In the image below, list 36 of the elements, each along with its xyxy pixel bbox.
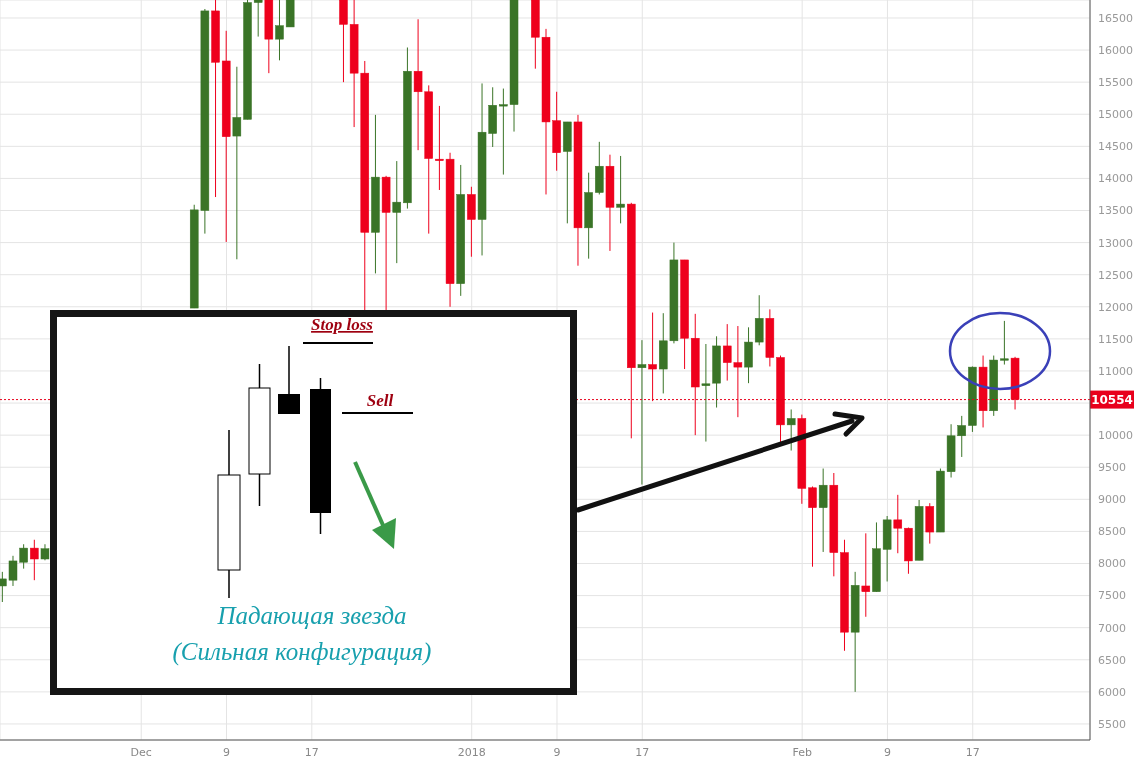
y-tick-label: 8000 (1098, 557, 1126, 571)
y-tick-label: 12000 (1098, 300, 1133, 314)
y-tick-label: 12500 (1098, 268, 1133, 282)
x-tick-label: Dec (130, 745, 152, 758)
y-tick-label: 13000 (1098, 236, 1133, 250)
x-tick-label: 9 (553, 745, 561, 758)
y-tick-label: 16000 (1098, 43, 1133, 57)
y-tick-label: 7500 (1098, 589, 1126, 603)
x-tick-label: 9 (223, 745, 231, 758)
x-tick-label: 2018 (457, 745, 486, 758)
x-tick-label: 17 (965, 745, 980, 758)
y-tick-label: 5500 (1098, 717, 1126, 731)
y-tick-label: 14500 (1098, 140, 1133, 154)
annotation: Sell (366, 391, 394, 410)
y-tick-label: 11500 (1098, 332, 1133, 346)
y-tick-label: 7000 (1098, 621, 1126, 635)
annotation: Stop loss (311, 315, 374, 334)
annotation: Падающая звезда (216, 602, 407, 629)
y-tick-label: 6500 (1098, 653, 1126, 667)
x-tick-label: Feb (792, 745, 812, 758)
y-tick-label: 9500 (1098, 461, 1126, 475)
y-tick-label: 8500 (1098, 525, 1126, 539)
y-tick-label: 14000 (1098, 172, 1133, 186)
x-tick-label: 9 (883, 745, 891, 758)
y-tick-label: 6000 (1098, 685, 1126, 699)
y-tick-label: 10000 (1098, 429, 1133, 443)
y-tick-label: 13500 (1098, 204, 1133, 218)
annotation: (Сильная конфигурация) (172, 638, 432, 666)
x-tick-label: 17 (304, 745, 319, 758)
y-tick-label: 16500 (1098, 11, 1133, 25)
y-tick-label: 9000 (1098, 493, 1126, 507)
x-tick-label: 17 (635, 745, 650, 758)
ref-line-label: 10554 (1091, 393, 1133, 408)
y-tick-label: 15000 (1098, 108, 1133, 122)
y-tick-label: 11000 (1098, 364, 1133, 378)
y-tick-label: 15500 (1098, 76, 1133, 90)
